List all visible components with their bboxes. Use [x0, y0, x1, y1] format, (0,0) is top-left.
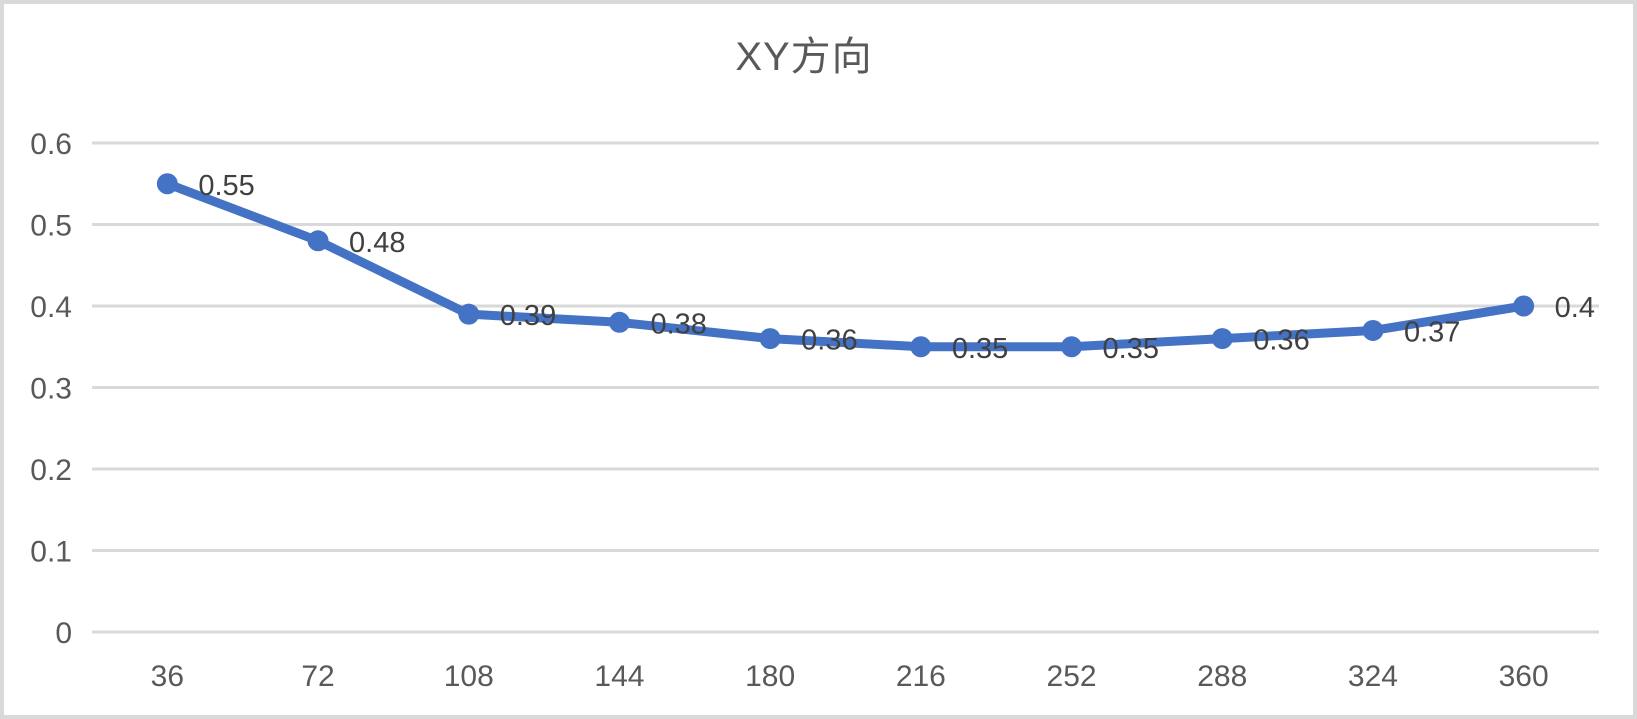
data-point-label: 0.36: [1253, 325, 1309, 357]
y-tick-label: 0.6: [30, 128, 72, 161]
y-tick-label: 0: [55, 617, 72, 650]
y-tick-label: 0.2: [30, 454, 72, 487]
x-tick-label: 360: [1499, 660, 1549, 693]
data-point-label: 0.35: [952, 333, 1008, 365]
x-tick-label: 252: [1047, 660, 1097, 693]
series-line: [162, 179, 1529, 352]
x-tick-label: 324: [1348, 660, 1398, 693]
data-point-label: 0.39: [500, 300, 556, 332]
line-chart: 0 0.1 0.2 0.3 0.4 0.5 0.6 36 72 108 144 180 216 252 28…: [30, 128, 1599, 693]
data-point-label: 0.36: [801, 325, 857, 357]
data-point-label: 0.38: [650, 308, 706, 340]
data-point-marker: [1362, 319, 1384, 341]
x-tick-label: 180: [745, 660, 795, 693]
data-point-marker: [156, 173, 178, 195]
data-point-marker: [307, 230, 329, 252]
data-point-marker: [458, 303, 480, 325]
x-tick-label: 72: [301, 660, 334, 693]
data-point-label: 0.48: [349, 227, 405, 259]
data-point-label: 0.37: [1404, 316, 1460, 348]
y-tick-label: 0.3: [30, 373, 72, 406]
data-point-marker: [910, 336, 932, 358]
x-tick-label: 36: [151, 660, 184, 693]
data-point-label: 0.35: [1103, 333, 1159, 365]
y-tick-label: 0.5: [30, 210, 72, 243]
x-tick-label: 216: [896, 660, 946, 693]
data-point-marker: [1061, 336, 1083, 358]
x-tick-label: 108: [444, 660, 494, 693]
y-tick-label: 0.1: [30, 536, 72, 569]
data-point-marker: [759, 328, 781, 350]
x-tick-label: 288: [1197, 660, 1247, 693]
x-tick-label: 144: [594, 660, 644, 693]
y-tick-label: 0.4: [30, 291, 72, 324]
data-point-marker: [1211, 328, 1233, 350]
data-point-marker: [1513, 295, 1535, 317]
data-point-label: 0.4: [1555, 292, 1595, 324]
chart-title: XY方向: [735, 35, 873, 79]
data-point-label: 0.55: [198, 170, 254, 202]
data-point-marker: [608, 311, 630, 333]
